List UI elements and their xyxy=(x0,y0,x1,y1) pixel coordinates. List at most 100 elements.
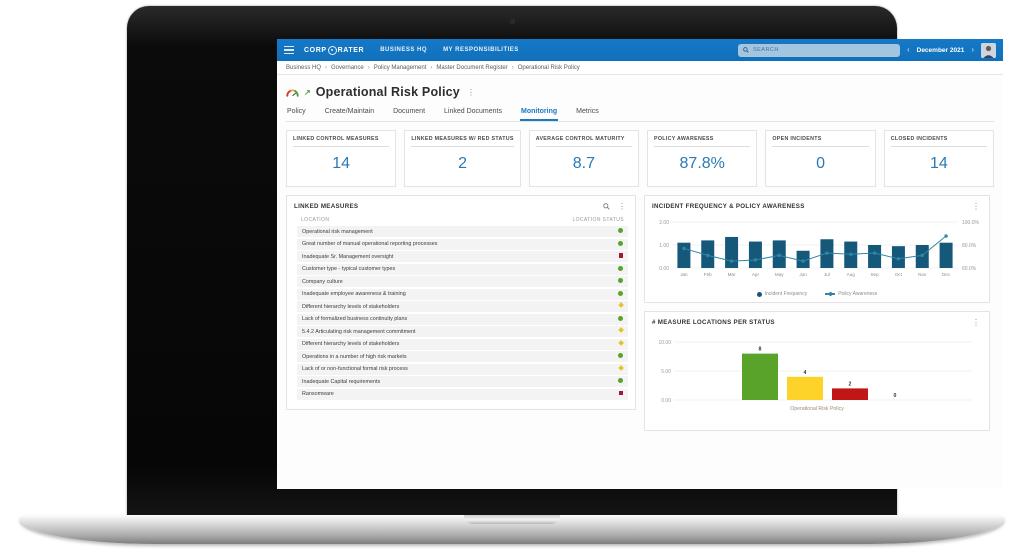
breadcrumb-separator: › xyxy=(430,64,433,71)
incident-bar-Apr[interactable] xyxy=(748,241,762,268)
row-location-label: Inadequate Sr. Management oversight xyxy=(302,253,394,260)
line-marker xyxy=(729,259,734,263)
row-location-label: Ransomware xyxy=(302,391,334,397)
row-location-label: 5.4.2 Articulating risk management commi… xyxy=(302,328,416,335)
row-location-label: Lack of or non-functional formal risk pr… xyxy=(302,366,408,372)
breadcrumb-item-1[interactable]: Governance xyxy=(331,64,364,71)
incident-bar-Jun[interactable] xyxy=(796,250,810,268)
row-location-label: Different hierarchy levels of stakeholde… xyxy=(302,341,400,347)
bar-legend-icon xyxy=(756,291,762,297)
breadcrumb-item-0[interactable]: Business HQ xyxy=(286,64,322,71)
svg-text:2: 2 xyxy=(849,381,852,387)
top-nav-item-0[interactable]: BUSINESS HQ xyxy=(380,47,428,53)
status-yellow-icon xyxy=(617,302,624,309)
table-row[interactable]: Inadequate employee awareness & training xyxy=(297,288,628,300)
breadcrumb-separator: › xyxy=(367,64,370,71)
breadcrumb-item-3[interactable]: Master Document Register xyxy=(436,64,508,71)
tab-linked-documents[interactable]: Linked Documents xyxy=(444,108,502,115)
status-bar-yellow[interactable] xyxy=(787,376,823,400)
incident-chart-title: INCIDENT FREQUENCY & POLICY AWARENESS xyxy=(652,203,805,210)
laptop-hinge-notch xyxy=(464,515,560,524)
period-next-icon[interactable]: › xyxy=(971,45,974,54)
logo-text-right: RATER xyxy=(337,46,365,54)
table-row[interactable]: Operational risk management xyxy=(297,226,628,237)
period-prev-icon[interactable]: ‹ xyxy=(906,45,910,54)
kpi-label: LINKED MEASURES W/ RED STATUS xyxy=(411,136,514,147)
search-input[interactable] xyxy=(752,47,895,53)
period-label[interactable]: December 2021 xyxy=(916,46,965,54)
table-row[interactable]: Lack of or non-functional formal risk pr… xyxy=(297,363,628,375)
table-search-icon[interactable] xyxy=(603,203,610,210)
page-title-row: ↗ Operational Risk Policy ⋮ xyxy=(286,85,994,99)
row-location-label: Great number of manual operational repor… xyxy=(302,241,438,247)
row-location-label: Operational risk management xyxy=(302,228,373,235)
status-arrow-icon: ↗ xyxy=(304,87,311,97)
tab-metrics[interactable]: Metrics xyxy=(576,108,599,115)
status-green-icon xyxy=(618,315,623,323)
status-green-icon xyxy=(618,240,623,248)
table-row[interactable]: Lack of formalized business continuity p… xyxy=(297,313,628,325)
breadcrumb: Business HQ › Governance › Policy Management… xyxy=(277,61,1003,75)
status-chart-xlabel: Operational Risk Policy xyxy=(790,406,844,412)
line-marker xyxy=(825,251,829,255)
svg-text:80.0%: 80.0% xyxy=(962,243,977,249)
linked-measures-panel: LINKED MEASURES ⋮ LOCATIO xyxy=(286,195,636,410)
status-green-icon xyxy=(618,228,623,235)
row-location-label: Operations in a number of high risk mark… xyxy=(302,353,407,360)
hamburger-menu-icon[interactable] xyxy=(284,45,294,55)
incident-bar-Oct[interactable] xyxy=(891,246,905,268)
table-row[interactable]: Operations in a number of high risk mark… xyxy=(297,351,628,362)
svg-text:Mar: Mar xyxy=(728,272,736,277)
topbar-right: ‹ December 2021 › xyxy=(737,42,996,58)
kpi-value: 87.8% xyxy=(679,155,725,172)
kpi-card-2[interactable]: AVERAGE CONTROL MATURITY 8.7 xyxy=(528,130,640,187)
kpi-card-3[interactable]: POLICY AWARENESS 87.8% xyxy=(647,130,758,187)
table-row[interactable]: 5.4.2 Articulating risk management commi… xyxy=(297,326,628,337)
table-row[interactable]: Company culture xyxy=(297,276,628,287)
tab-policy[interactable]: Policy xyxy=(287,108,306,115)
status-bar-green[interactable] xyxy=(742,353,778,400)
kpi-card-0[interactable]: LINKED CONTROL MEASURES 14 xyxy=(286,130,397,187)
avatar-image xyxy=(981,42,996,58)
legend-policy-awareness: Policy Awareness xyxy=(825,291,877,297)
table-row[interactable]: Great number of manual operational repor… xyxy=(297,238,628,250)
top-nav-item-1[interactable]: MY RESPONSIBILITIES xyxy=(443,47,519,53)
table-row[interactable]: Different hierarchy levels of stakeholde… xyxy=(297,301,628,312)
tab-monitoring[interactable]: Monitoring xyxy=(520,105,559,121)
status-kebab-icon[interactable]: ⋮ xyxy=(972,318,980,327)
table-row[interactable]: Ransomware xyxy=(297,388,628,400)
table-row[interactable]: Different hierarchy levels of stakeholde… xyxy=(297,338,628,350)
tab-create-maintain[interactable]: Create/Maintain xyxy=(324,108,375,115)
tab-document[interactable]: Document xyxy=(393,108,426,115)
svg-text:100.0%: 100.0% xyxy=(962,220,980,226)
status-green-icon xyxy=(618,353,623,360)
corporater-logo[interactable]: CORP RATER xyxy=(304,45,365,55)
status-green-icon xyxy=(618,290,623,298)
legend-incident-frequency: Incident Frequency xyxy=(756,291,807,297)
table-kebab-icon[interactable]: ⋮ xyxy=(618,202,626,211)
kpi-card-1[interactable]: LINKED MEASURES W/ RED STATUS 2 xyxy=(404,130,521,187)
incident-kebab-icon[interactable]: ⋮ xyxy=(972,202,980,211)
breadcrumb-item-4[interactable]: Operational Risk Policy xyxy=(517,64,580,71)
table-row[interactable]: Inadequate Capital requirements xyxy=(297,376,628,387)
title-kebab-icon[interactable]: ⋮ xyxy=(466,87,475,97)
status-bar-red[interactable] xyxy=(832,388,868,400)
table-row[interactable]: Inadequate Sr. Management oversight xyxy=(297,251,628,262)
kpi-card-5[interactable]: CLOSED INCIDENTS 14 xyxy=(883,130,995,187)
incident-bar-Mar[interactable] xyxy=(725,236,739,268)
kpi-card-4[interactable]: OPEN INCIDENTS 0 xyxy=(765,130,876,187)
page-title: Operational Risk Policy xyxy=(315,85,460,99)
svg-text:2.00: 2.00 xyxy=(659,220,669,226)
svg-text:10.00: 10.00 xyxy=(658,340,671,346)
table-row[interactable]: Customer type - typical customer types xyxy=(297,263,628,275)
user-avatar[interactable] xyxy=(981,42,996,58)
search-box[interactable] xyxy=(737,43,900,57)
incident-bar-Dec[interactable] xyxy=(939,242,953,268)
incident-bar-Jan[interactable] xyxy=(677,242,691,268)
row-location-label: Lack of formalized business continuity p… xyxy=(302,316,408,322)
incident-bar-Sep[interactable] xyxy=(868,245,882,268)
line-legend-icon xyxy=(825,291,836,297)
linked-measures-title: LINKED MEASURES xyxy=(294,203,359,210)
breadcrumb-item-2[interactable]: Policy Management xyxy=(373,64,427,71)
svg-text:Sep: Sep xyxy=(870,272,879,277)
